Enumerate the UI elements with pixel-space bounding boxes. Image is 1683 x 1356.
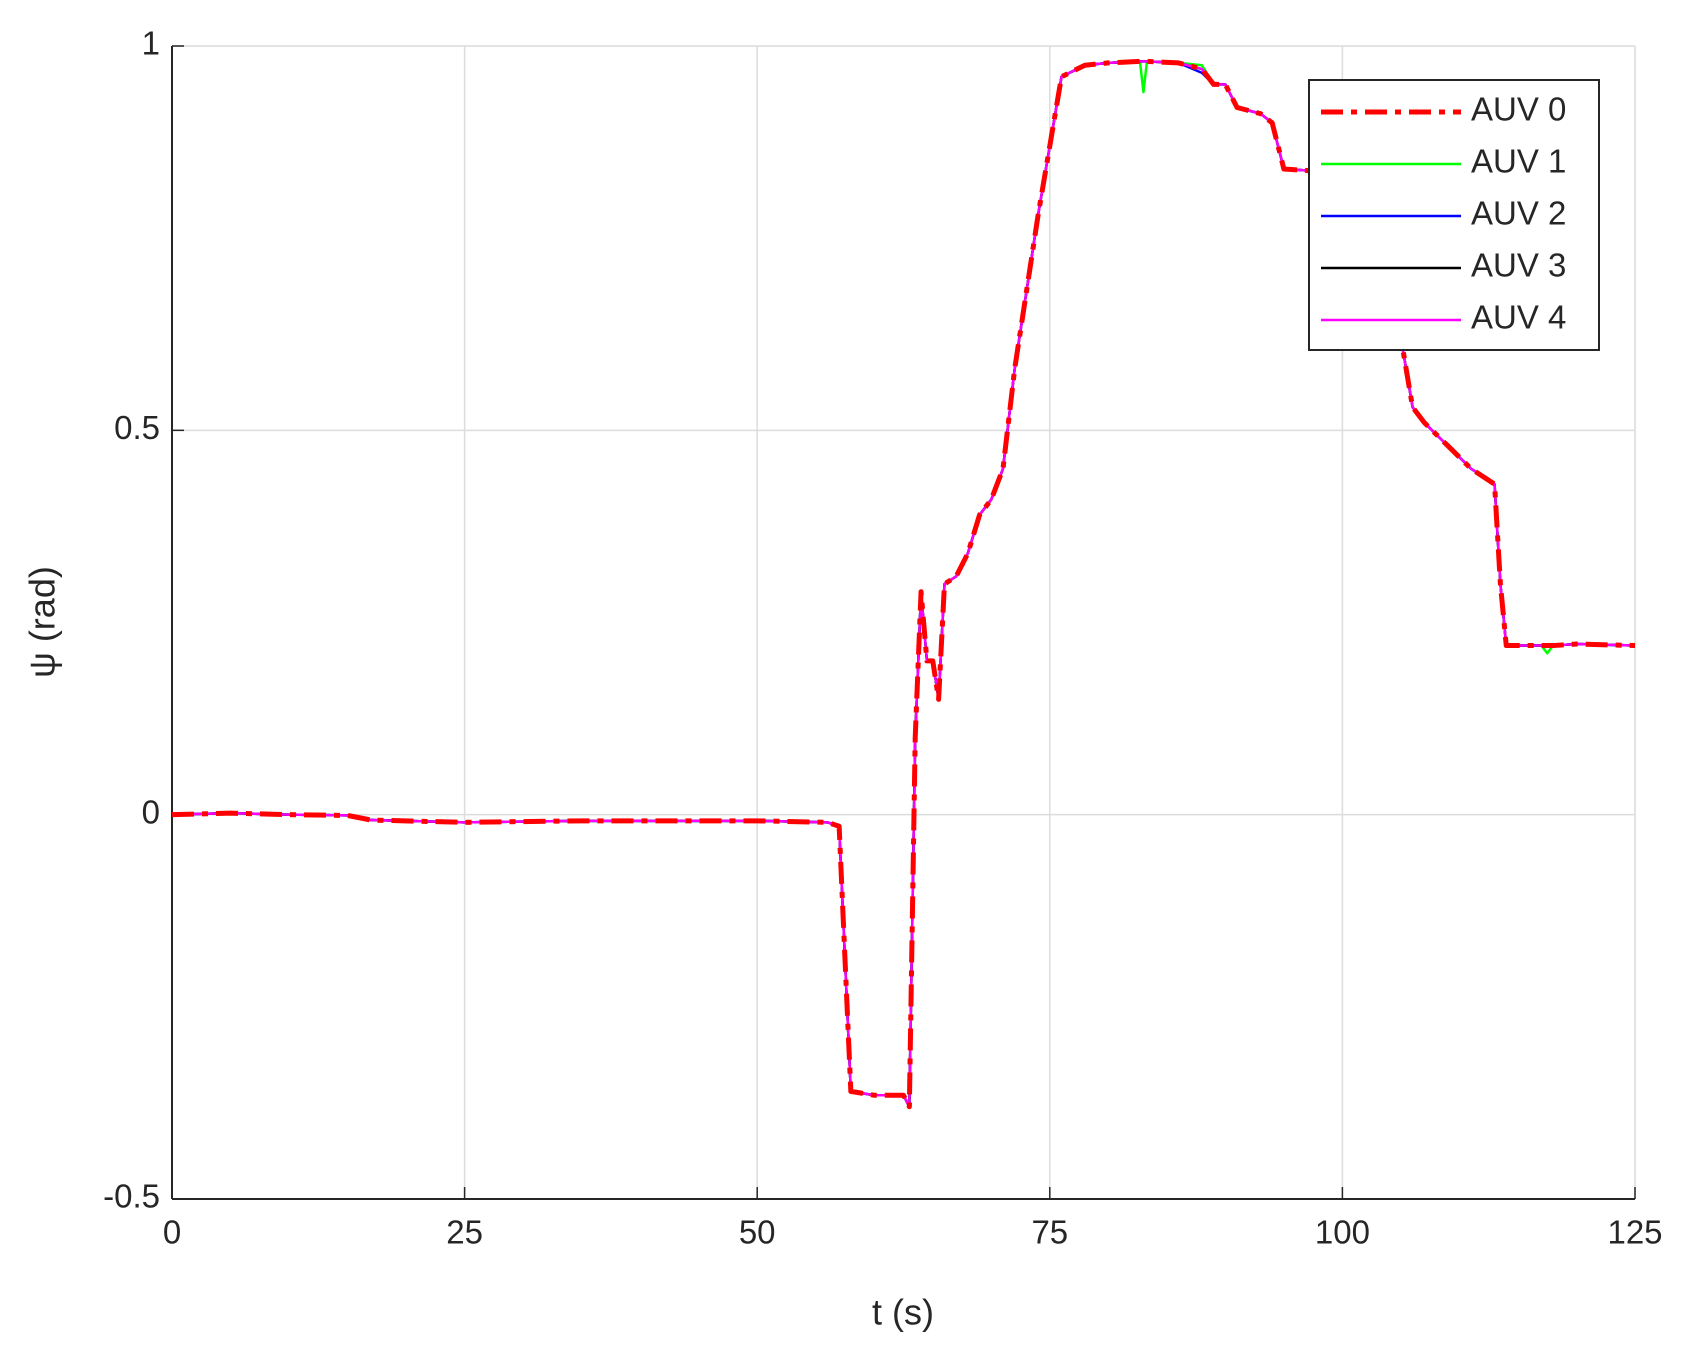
legend: AUV 0 AUV 1 AUV 2 AUV 3 AUV 4 (1308, 79, 1600, 351)
legend-label: AUV 0 (1471, 91, 1566, 128)
legend-label: AUV 4 (1471, 299, 1566, 336)
legend-label: AUV 3 (1471, 247, 1566, 284)
y-tick-label: 0 (142, 793, 160, 830)
y-axis-label: ψ (rad) (22, 566, 63, 678)
x-tick-label: 100 (1315, 1214, 1370, 1251)
x-tick-label: 125 (1607, 1214, 1662, 1251)
legend-label: AUV 2 (1471, 195, 1566, 232)
x-axis-label: t (s) (872, 1292, 934, 1333)
y-tick-label: 1 (142, 25, 160, 62)
x-tick-label: 0 (163, 1214, 181, 1251)
y-tick-label: -0.5 (103, 1178, 160, 1215)
x-tick-label: 25 (446, 1214, 483, 1251)
y-tick-label: 0.5 (114, 409, 160, 446)
series-line (171, 58, 1636, 1110)
legend-label: AUV 1 (1471, 143, 1566, 180)
x-tick-label: 50 (739, 1214, 776, 1251)
x-tick-label: 75 (1031, 1214, 1068, 1251)
